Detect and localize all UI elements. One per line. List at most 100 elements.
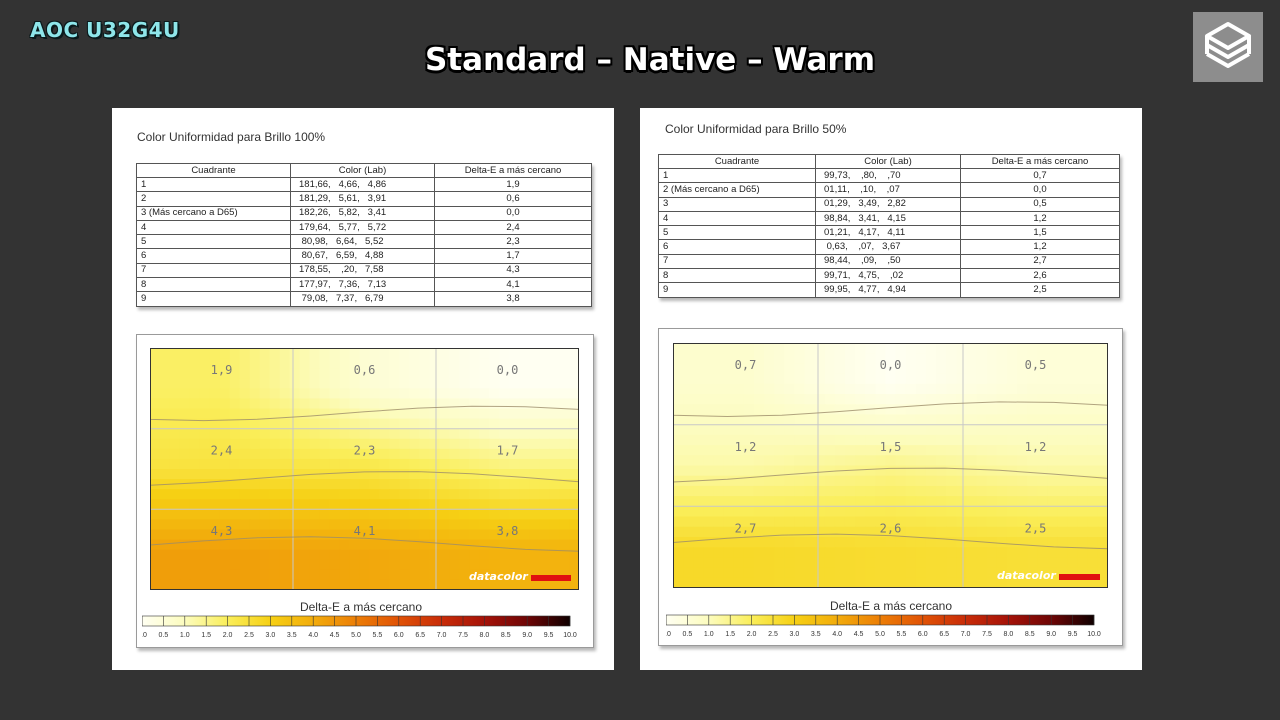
datacolor-logo-bar <box>1059 574 1100 580</box>
heatmap-pixel <box>1016 363 1028 375</box>
heatmap-pixel <box>199 519 211 531</box>
heatmap-pixel <box>966 373 978 385</box>
heatmap-pixel <box>804 394 816 405</box>
heatmap-pixel <box>996 343 1008 354</box>
heatmap-pixel <box>1087 455 1099 467</box>
heatmap-pixel <box>1067 445 1079 456</box>
heatmap-pixel <box>1077 445 1089 456</box>
heatmap-pixel <box>824 455 836 467</box>
table-row: 9 99,95, 4,77, 4,94 2,5 <box>658 282 1120 298</box>
heatmap-pixel <box>479 509 490 521</box>
heatmap-pixel <box>559 448 570 460</box>
heatmap-pixel <box>419 408 430 420</box>
heatmap-pixel <box>349 368 361 379</box>
heatmap-pixel <box>1097 536 1108 548</box>
heatmap-pixel <box>885 394 897 405</box>
heatmap-pixel <box>489 579 500 590</box>
heatmap-pixel <box>683 424 694 436</box>
heatmap-pixel <box>489 559 500 571</box>
heatmap-pixel <box>1097 353 1108 365</box>
heatmap-pixel <box>1057 383 1069 395</box>
heatmap-pixel <box>439 569 450 581</box>
heatmap-pixel <box>219 438 231 450</box>
heatmap-pixel <box>279 529 291 541</box>
heatmap-pixel <box>804 577 816 588</box>
heatmap-pixel <box>399 469 410 480</box>
heatmap-pixel <box>875 373 887 385</box>
heatmap-pixel <box>905 445 917 456</box>
heatmap-pixel <box>1027 363 1038 375</box>
heatmap-pixel <box>379 408 391 420</box>
heatmap-pixel <box>844 557 856 569</box>
heatmap-pixel <box>925 557 937 569</box>
contour-line <box>673 533 1108 550</box>
heatmap-pixel <box>189 549 201 561</box>
heatmap-pixel <box>479 368 490 379</box>
heatmap-pixel <box>865 577 876 588</box>
heatmap-pixel <box>885 465 897 477</box>
heatmap-pixel <box>794 567 806 579</box>
heatmap-pixel <box>743 567 755 579</box>
heatmap-pixel <box>239 539 251 551</box>
heatmap-pixel <box>1067 434 1079 446</box>
heatmap-pixel <box>439 559 450 571</box>
heatmap-pixel <box>885 567 897 579</box>
heatmap-pixel <box>946 445 957 456</box>
heatmap-pixel <box>359 469 371 480</box>
heatmap-pixel <box>169 559 181 571</box>
heatmap-pixel <box>733 343 745 354</box>
heatmap-pixel <box>529 438 540 450</box>
heatmap-pixel <box>764 547 775 558</box>
heatmap-pixel <box>459 549 470 561</box>
heatmap-pixel <box>329 499 341 510</box>
heatmap-pixel <box>673 455 684 467</box>
heatmap-pixel <box>319 368 331 379</box>
heatmap-pixel <box>309 378 321 389</box>
heatmap-pixel <box>409 388 420 400</box>
heatmap-pixel <box>693 516 704 528</box>
heatmap-pixel <box>824 394 836 405</box>
heatmap-pixel <box>369 378 381 389</box>
heatmap-pixel <box>936 516 947 528</box>
heatmap-pixel <box>824 363 836 375</box>
heatmap-pixel <box>299 408 311 420</box>
heatmap-pixel <box>713 506 725 518</box>
heatmap-pixel <box>279 358 291 369</box>
heatmap-pixel <box>499 418 510 430</box>
heatmap-pixel <box>946 343 957 354</box>
heatmap-pixel <box>249 418 261 430</box>
heatmap-pixel <box>1027 414 1038 426</box>
heatmap-pixel <box>349 418 361 430</box>
heatmap-pixel <box>966 353 978 365</box>
heatmap-pixel <box>1047 557 1059 569</box>
heatmap-pixel <box>1006 434 1018 446</box>
heatmap-pixel <box>1016 506 1028 518</box>
heatmap-pixel <box>824 373 836 385</box>
heatmap-pixel <box>743 465 755 477</box>
heatmap-pixel <box>509 458 520 470</box>
heatmap-pixel <box>539 388 550 400</box>
heatmap-pixel <box>479 559 490 571</box>
heatmap-pixel <box>915 465 927 477</box>
heatmap-pixel <box>844 475 856 487</box>
delta-e-cell: 0,7 <box>960 167 1120 184</box>
heatmap-pixel <box>449 448 460 460</box>
heatmap-pixel <box>419 388 430 400</box>
heatmap-pixel <box>844 567 856 579</box>
heatmap-pixel <box>509 469 520 480</box>
heatmap-pixel <box>469 499 480 510</box>
heatmap-pixel <box>499 539 510 551</box>
heatmap-pixel <box>499 569 510 581</box>
heatmap-pixel <box>459 368 470 379</box>
heatmap-pixel <box>753 567 765 579</box>
heatmap-pixel <box>299 529 311 541</box>
heatmap-pixel <box>469 348 480 359</box>
quadrant-value-label: 1,7 <box>497 444 519 458</box>
delta-e-cell: 0,5 <box>960 196 1120 212</box>
heatmap-pixel <box>459 448 470 460</box>
quadrant-value-label: 2,3 <box>354 444 376 458</box>
heatmap-pixel <box>159 499 171 510</box>
heatmap-pixel <box>743 577 755 588</box>
heatmap-pixel <box>569 529 579 541</box>
heatmap-pixel <box>834 394 846 405</box>
